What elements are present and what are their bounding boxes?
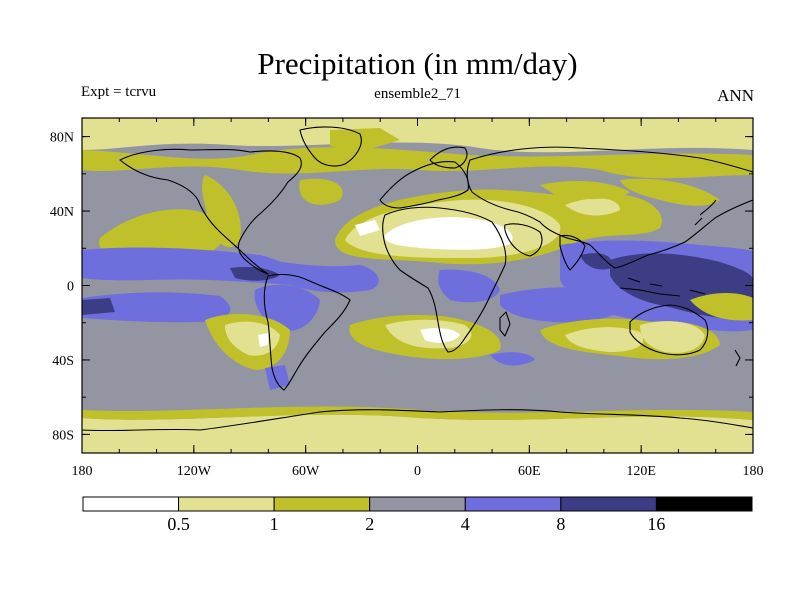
coast-madagascar [499,311,511,337]
coast-arabia [504,223,543,257]
lon-tick-label: 120W [177,464,212,479]
lon-tick-label: 180 [72,464,93,479]
colorbar-label: 2 [365,514,374,534]
coast-india [559,234,586,271]
colorbar-swatch [655,496,753,512]
field-antarctic-inner [82,406,753,420]
coast-australia [629,304,709,356]
colorbar-swatch [82,496,180,512]
field-sepacific-light [225,321,280,356]
colorbar-label: 16 [647,514,665,534]
colorbar-label: 4 [461,514,470,534]
experiment-label: Expt = tcrvu [81,84,157,100]
lat-tick-label: 80N [50,131,74,146]
lon-tick-label: 60W [292,464,320,479]
field-itcz-atlantic [270,260,379,293]
colorbar-label: 1 [270,514,279,534]
coast-south-america [263,273,351,391]
coast-scandinavia [429,146,468,169]
coast-greenland [299,126,362,167]
chart-subtitle: ensemble2_71 [374,86,461,102]
field-mideast-ring [540,180,630,200]
field-australia-light [640,321,705,353]
field-sahara-dot [355,220,380,236]
lat-tick-label: 40N [50,205,74,220]
field-westpacific-core [82,298,115,315]
colorbar-swatch [369,496,466,512]
lat-tick-label: 0 [67,280,74,295]
chart-title: Precipitation (in mm/day) [257,46,578,81]
coast-north-america [119,148,302,275]
field-sindian-wet [490,352,535,366]
colorbar-label: 0.5 [167,514,190,534]
coast-africa [382,206,507,353]
colorbar-label: 8 [556,514,565,534]
lon-tick-label: 180 [743,464,764,479]
coast-asia [466,146,753,269]
lat-tick-label: 80S [52,428,74,443]
field-arctic-inner [82,147,753,179]
field-arctic-pocket [330,128,400,152]
colorbar-swatch [273,496,371,512]
field-itcz-south [82,292,231,323]
lon-tick-label: 0 [414,464,421,479]
field-antarctic-band [82,414,753,453]
colorbar-swatch [464,496,562,512]
coast-antarctica [82,409,753,432]
coast-new-zealand [734,349,741,367]
field-sindian-light [565,327,644,352]
lon-tick-label: 120E [626,464,656,479]
field-africa-wet [438,269,500,303]
field-satlantic-core [420,327,460,343]
field-natlantic-band [299,178,343,205]
field-sepacific-core [258,333,268,347]
coast-japan [694,199,717,226]
colorbar-swatch [178,496,275,512]
field-bay-core [580,253,613,270]
field-spacific-ring [690,293,753,321]
field-mideast-light [565,198,620,216]
field-patagonia-wet [265,365,290,390]
coast-indonesia [619,277,706,297]
field-asia-band [620,178,720,206]
coast-europe [379,161,469,209]
field-arctic-band [82,118,753,153]
coastlines [82,126,753,432]
precipitation-field [82,118,753,453]
map-axes: 180 120W 60W 0 60E 120E 180 80N 40N 0 40S 80S [50,118,764,479]
lon-tick-label: 60E [518,464,541,479]
colorbar: 0.5 1 2 4 8 16 [82,496,753,534]
field-sahara-core [384,217,513,250]
lat-tick-label: 40S [52,354,74,369]
season-label: ANN [717,86,754,105]
colorbar-swatch [560,496,657,512]
field-namerica-band [202,175,241,248]
